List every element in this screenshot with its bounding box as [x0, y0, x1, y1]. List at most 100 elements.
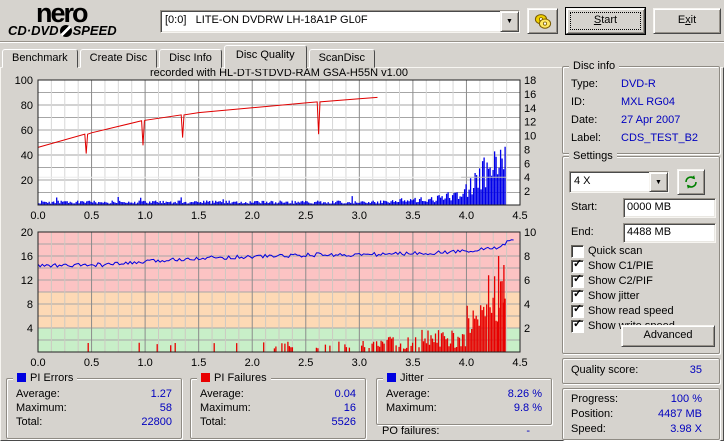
disc-id-value: MXL RG04 [621, 96, 676, 108]
drive-combobox-value: [0:0] LITE-ON DVDRW LH-18A1P GL0F [165, 14, 368, 26]
checkbox-show-read-speed[interactable]: Show read speed [571, 303, 674, 319]
jitter-maximum-value: 9.8 % [513, 402, 542, 414]
pif-total-value: 5526 [331, 416, 356, 428]
svg-text:100: 100 [15, 75, 33, 87]
svg-text:3.0: 3.0 [352, 210, 367, 222]
checkbox-show-c1-pie[interactable]: Show C1/PIE [571, 258, 653, 274]
pie-total-value: 22800 [141, 416, 172, 428]
checkbox-box[interactable] [571, 303, 584, 318]
tab-scandisc[interactable]: ScanDisc [308, 49, 376, 68]
po-failures-label: PO failures: [382, 425, 440, 437]
end-position-field[interactable]: 4488 MB [623, 223, 716, 243]
svg-text:2.5: 2.5 [298, 357, 313, 369]
svg-text:12: 12 [524, 117, 536, 129]
pie-maximum-value: 58 [159, 402, 172, 414]
svg-text:16: 16 [524, 89, 536, 101]
end-position-label: End: [571, 226, 594, 238]
pie-average-value: 1.27 [150, 388, 172, 400]
po-failures-row: PO failures: - [382, 425, 544, 438]
refresh-icon [685, 175, 697, 189]
scan-speed-combobox[interactable]: 4 X ▼ [569, 171, 669, 193]
chart-title: recorded with HL-DT-STDVD-RAM GSA-H55N v… [150, 67, 408, 79]
jitter-legend: Jitter [400, 372, 424, 384]
svg-text:10: 10 [524, 131, 536, 143]
svg-text:1.5: 1.5 [191, 357, 206, 369]
checkbox-box[interactable] [571, 288, 584, 303]
tab-bar: Benchmark Create Disc Disc Info Disc Qua… [2, 45, 377, 69]
svg-text:20: 20 [21, 227, 33, 239]
svg-text:3.5: 3.5 [405, 357, 420, 369]
pie-speed-chart-panel: 0.0 0.5 1.0 1.5 2.0 2.5 3.0 3.5 4.0 4.5 20 40 60 80 10… [6, 66, 554, 224]
drive-combobox[interactable]: [0:0] LITE-ON DVDRW LH-18A1P GL0F ▼ [160, 10, 520, 33]
tab-benchmark[interactable]: Benchmark [2, 49, 78, 68]
pi-errors-legend-swatch [17, 373, 26, 382]
quality-score-panel: Quality score: 35 [562, 358, 720, 384]
checkbox-show-c2-pif[interactable]: Show C2/PIF [571, 273, 653, 289]
disc-date-row: Date: 27 Apr 2007 [571, 114, 681, 126]
start-position-field[interactable]: 0000 MB [623, 198, 716, 218]
svg-text:6: 6 [524, 158, 530, 170]
svg-text:4.5: 4.5 [512, 210, 527, 222]
jitter-average-value: 8.26 % [507, 388, 542, 400]
pif-average-value: 0.04 [334, 388, 356, 400]
progress-value: 100 % [670, 393, 702, 405]
checkbox-box[interactable] [571, 273, 584, 288]
quality-score-label: Quality score: [571, 364, 639, 376]
svg-text:6: 6 [524, 275, 530, 287]
svg-text:3.0: 3.0 [352, 357, 367, 369]
disc-label-value: CDS_TEST_B2 [621, 132, 699, 144]
discs-icon [534, 13, 551, 29]
pi-failures-groupbox: PI Failures Average: 0.04 Maximum: 16 Tota… [190, 372, 366, 439]
exit-button-label: E [677, 14, 686, 26]
exit-button[interactable]: Exit [653, 8, 721, 34]
svg-text:2: 2 [524, 186, 530, 198]
checkbox-box[interactable] [571, 258, 584, 273]
svg-text:60: 60 [21, 125, 33, 137]
settings-groupbox: Settings 4 X ▼ Start: 0000 MB End: 4488 … [562, 150, 720, 354]
svg-text:0.0: 0.0 [30, 357, 45, 369]
svg-text:2.0: 2.0 [245, 357, 260, 369]
svg-text:4.5: 4.5 [512, 357, 527, 369]
refresh-button[interactable] [677, 169, 705, 195]
svg-text:8: 8 [524, 144, 530, 156]
toolbar-divider [0, 41, 724, 43]
jitter-legend-swatch [387, 373, 396, 382]
progress-panel: Progress: 100 % Position: 4487 MB Speed: 3.… [562, 388, 720, 440]
eject-discs-button[interactable] [527, 8, 558, 34]
advanced-button[interactable]: Advanced [621, 325, 715, 347]
svg-text:16: 16 [21, 251, 33, 263]
drive-combobox-arrow-button[interactable]: ▼ [500, 11, 519, 32]
speed-value: 3.98 X [670, 423, 702, 435]
svg-text:4: 4 [524, 299, 530, 311]
svg-text:2: 2 [524, 323, 530, 335]
jitter-groupbox: Jitter Average: 8.26 % Maximum: 9.8 % [376, 372, 552, 425]
po-failures-value: - [526, 425, 530, 437]
svg-text:4: 4 [524, 172, 530, 184]
chevron-down-icon: ▼ [506, 18, 513, 25]
speed-row: Speed: 3.98 X [571, 423, 702, 435]
disc-info-legend: Disc info [569, 60, 620, 73]
checkbox-quick-scan[interactable]: Quick scan [571, 245, 642, 259]
svg-text:2.0: 2.0 [245, 210, 260, 222]
tab-create-disc[interactable]: Create Disc [79, 49, 158, 68]
svg-text:8: 8 [524, 251, 530, 263]
logo-cddvd-text: CD·DVD [8, 23, 59, 38]
quality-score-value: 35 [689, 364, 702, 376]
checkbox-box[interactable] [571, 318, 584, 333]
scan-speed-arrow-button[interactable]: ▼ [649, 172, 668, 192]
start-button[interactable]: Start [565, 7, 646, 35]
settings-legend: Settings [569, 150, 617, 163]
disc-type-row: Type: DVD-R [571, 78, 656, 90]
disc-type-value: DVD-R [621, 78, 656, 90]
svg-text:0.5: 0.5 [84, 210, 99, 222]
checkbox-show-jitter[interactable]: Show jitter [571, 288, 639, 304]
svg-text:8: 8 [27, 299, 33, 311]
tab-disc-info[interactable]: Disc Info [159, 49, 222, 68]
disc-label-row: Label: CDS_TEST_B2 [571, 132, 699, 144]
checkbox-box[interactable] [571, 245, 584, 258]
pif-jitter-chart: 0.0 0.5 1.0 1.5 2.0 2.5 3.0 3.5 4.0 4.54812162024… [21, 227, 537, 369]
disc-id-row: ID: MXL RG04 [571, 96, 676, 108]
start-position-label: Start: [571, 201, 598, 213]
tab-disc-quality[interactable]: Disc Quality [223, 45, 307, 69]
